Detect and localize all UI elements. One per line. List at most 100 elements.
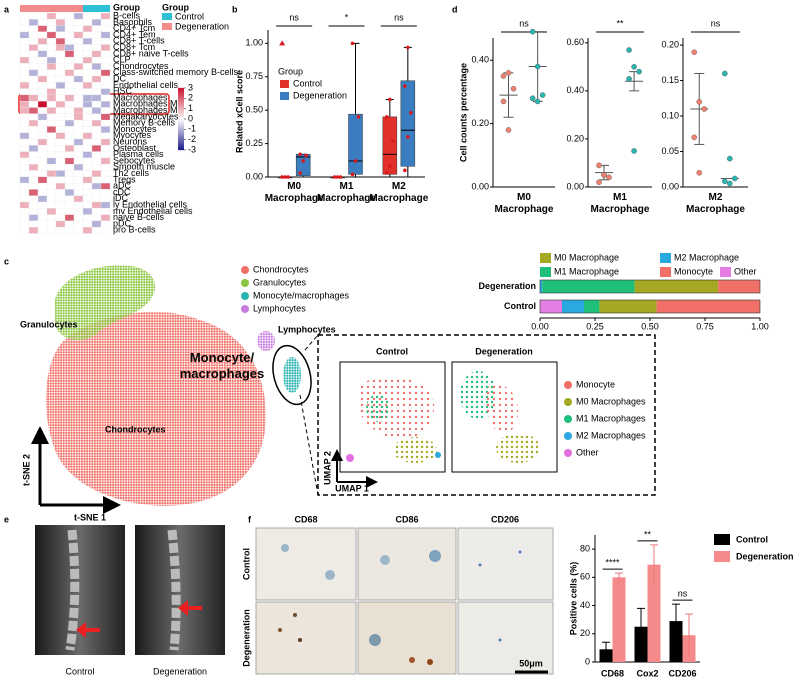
heatmap-cell	[82, 170, 93, 177]
row-label: CD8+ naive T-cells	[113, 48, 189, 58]
heatmap-cell	[37, 176, 48, 184]
heatmap-cell	[64, 145, 75, 152]
axis-label: t-SNE 1	[74, 512, 106, 522]
heatmap-cell	[28, 113, 39, 121]
heatmap-cell	[91, 82, 102, 89]
bar-outline	[539, 279, 761, 294]
row-label: Th2 cells	[113, 168, 150, 178]
legend-swatch	[162, 23, 172, 30]
heatmap-cell	[19, 157, 30, 165]
colorbar-label: 0	[188, 113, 193, 123]
y-axis-label: Related xCell score	[234, 70, 244, 153]
heatmap-cell	[46, 170, 57, 177]
spine	[65, 529, 80, 651]
heatmap-cell	[28, 101, 39, 108]
point	[403, 168, 407, 173]
colorbar-slice	[178, 87, 184, 91]
heatmap-cell	[46, 94, 57, 102]
row-label: CD8+ Tcm	[113, 42, 155, 52]
heatmap-cell	[28, 138, 39, 146]
heatmap-cell	[28, 50, 39, 58]
legend-swatch	[660, 267, 671, 277]
box	[295, 154, 311, 176]
legend-dot	[241, 292, 249, 300]
point	[727, 180, 733, 187]
point	[409, 111, 413, 115]
box	[348, 113, 363, 175]
heatmap-cell	[46, 75, 57, 83]
heatmap-cell	[100, 38, 111, 45]
group-label: Group	[113, 2, 140, 12]
x-tick-label: 0.00	[531, 321, 549, 331]
row-label: Degeneration	[241, 609, 251, 667]
heatmap-cell	[28, 56, 39, 64]
y-tick-label: 0.00	[661, 181, 679, 191]
heatmap-cell	[91, 157, 102, 165]
heatmap-cell	[55, 220, 66, 228]
heatmap-cell	[19, 195, 30, 203]
heatmap-cell	[64, 50, 75, 58]
heatmap-cell	[91, 119, 102, 127]
colorbar-slice	[178, 139, 184, 142]
colorbar-slice	[178, 110, 184, 113]
heatmap-cell	[37, 214, 48, 222]
heatmap-cell	[73, 227, 84, 234]
cluster-label: Granulocytes	[20, 319, 78, 329]
heatmap-cell	[91, 50, 102, 58]
box	[382, 116, 398, 175]
heatmap-cell	[91, 195, 102, 203]
point	[596, 179, 602, 185]
x-tick-label: CD206	[668, 668, 696, 678]
colorbar-slice	[178, 108, 184, 111]
group-cell	[47, 5, 56, 12]
bar-segment	[599, 300, 657, 313]
colorbar-slice	[178, 131, 184, 134]
heatmap-cell	[46, 214, 57, 222]
heatmap-cell	[55, 201, 66, 209]
heatmap-cell	[73, 189, 84, 196]
point	[601, 172, 607, 178]
group-cell	[38, 5, 47, 12]
bar	[612, 577, 626, 662]
heatmap-cell	[37, 44, 48, 51]
heatmap-cell	[55, 145, 66, 152]
row-label: Basophils	[113, 17, 153, 27]
arrow	[76, 622, 100, 638]
heatmap-cell	[91, 182, 102, 190]
heatmap-cell	[46, 56, 57, 64]
heatmap-cell	[37, 182, 48, 190]
heatmap-cell	[64, 195, 75, 203]
row-label: ly Endothelial cells	[113, 200, 188, 210]
heatmap-cell	[91, 145, 102, 152]
heatmap-cell	[82, 208, 93, 215]
heatmap-cell	[73, 63, 84, 70]
umap-cluster	[346, 454, 354, 462]
colorbar-slice	[178, 116, 184, 120]
row-label: naive B-cells	[113, 212, 165, 222]
bar-segment	[656, 300, 760, 313]
row-label: Macrophages M1	[113, 99, 183, 109]
legend-label: Granulocytes	[253, 277, 307, 287]
heatmap-cell	[37, 101, 48, 108]
heatmap-cell	[46, 119, 57, 127]
row-label: Sebocytes	[113, 155, 156, 165]
heatmap-cell	[19, 201, 30, 209]
colorbar-slice	[178, 96, 184, 99]
heatmap-cell	[64, 151, 75, 159]
y-tick-label: 0.20	[471, 118, 489, 128]
heatmap-cell	[55, 38, 66, 45]
row-label: CD4+ Tem	[113, 29, 156, 39]
heatmap-cell	[91, 201, 102, 209]
heatmap-cell	[64, 164, 75, 171]
group-cell	[29, 5, 38, 12]
heatmap-cell	[73, 101, 84, 108]
point	[505, 127, 512, 133]
heatmap-cell	[46, 132, 57, 140]
point	[385, 115, 389, 119]
heatmap-cell	[73, 12, 84, 20]
point	[283, 175, 287, 179]
heatmap-cell	[37, 63, 48, 70]
colorbar-slice	[178, 106, 184, 109]
heatmap-cell	[19, 88, 30, 96]
